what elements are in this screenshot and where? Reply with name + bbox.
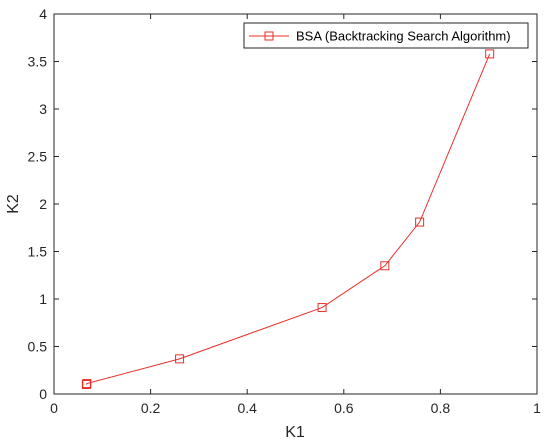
legend-square-marker-icon (264, 31, 274, 41)
x-axis-label: K1 (285, 424, 305, 441)
data-point-marker (175, 354, 185, 364)
data-point-marker (380, 261, 390, 271)
data-point-marker (82, 379, 92, 389)
x-tick-label: 0.6 (334, 400, 354, 416)
legend-entry-label: BSA (Backtracking Search Algorithm) (296, 29, 511, 44)
series-layer (81, 49, 495, 389)
y-tick-label: 1.5 (28, 244, 48, 260)
y-axis-ticks: 0 0.5 1 1.5 2 2.5 3 3.5 4 (28, 6, 537, 402)
x-tick-label: 1 (533, 400, 541, 416)
y-tick-label: 3.5 (28, 54, 48, 70)
y-tick-label: 0 (39, 386, 47, 402)
x-tick-label: 0 (50, 400, 58, 416)
legend: BSA (Backtracking Search Algorithm) (243, 22, 529, 49)
y-tick-label: 1 (39, 291, 47, 307)
data-point-marker (415, 217, 425, 227)
plot-area (53, 13, 538, 395)
legend-box (243, 22, 529, 49)
x-tick-label: 0.4 (237, 400, 257, 416)
x-tick-label: 0.2 (141, 400, 161, 416)
y-tick-label: 2 (39, 196, 47, 212)
data-point-marker (317, 303, 327, 313)
y-tick-label: 4 (39, 6, 47, 22)
series-line (85, 53, 491, 385)
y-axis-label: K2 (5, 194, 22, 214)
y-tick-label: 0.5 (28, 339, 48, 355)
x-axis-ticks: 0 0.2 0.4 0.6 0.8 1 (50, 14, 541, 416)
x-tick-label: 0.8 (431, 400, 451, 416)
y-tick-label: 2.5 (28, 149, 48, 165)
y-tick-label: 3 (39, 101, 47, 117)
data-point-marker (485, 49, 495, 59)
